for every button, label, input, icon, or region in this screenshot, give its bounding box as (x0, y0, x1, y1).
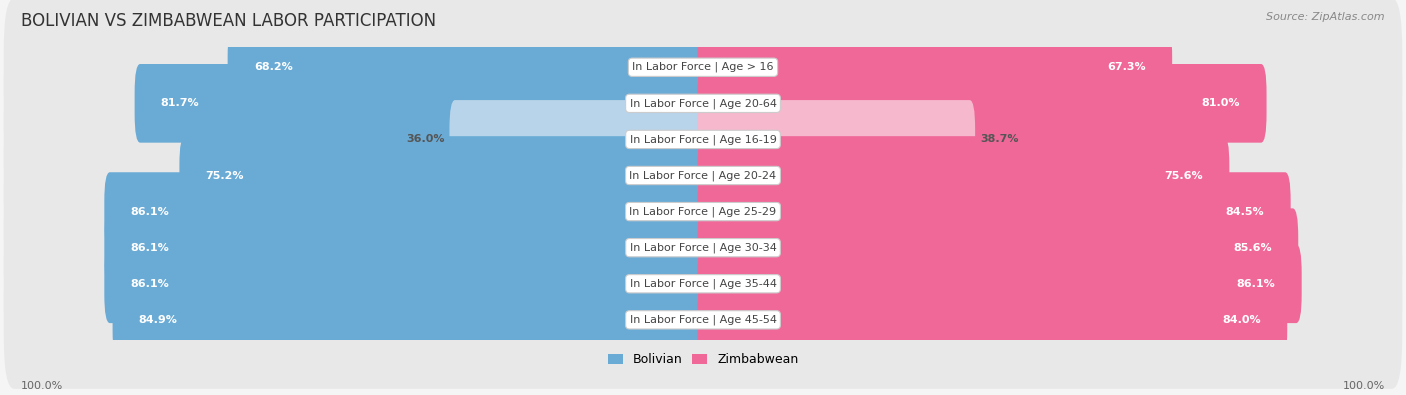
Text: In Labor Force | Age 45-54: In Labor Force | Age 45-54 (630, 314, 776, 325)
Text: 86.1%: 86.1% (131, 207, 169, 216)
FancyBboxPatch shape (4, 34, 1402, 172)
Text: 85.6%: 85.6% (1233, 243, 1272, 253)
Text: 100.0%: 100.0% (21, 381, 63, 391)
FancyBboxPatch shape (697, 245, 1302, 323)
FancyBboxPatch shape (450, 100, 709, 179)
FancyBboxPatch shape (4, 251, 1402, 389)
FancyBboxPatch shape (697, 172, 1291, 251)
Text: In Labor Force | Age 25-29: In Labor Force | Age 25-29 (630, 206, 776, 217)
Text: 68.2%: 68.2% (254, 62, 292, 72)
FancyBboxPatch shape (697, 208, 1298, 287)
FancyBboxPatch shape (4, 179, 1402, 317)
FancyBboxPatch shape (4, 215, 1402, 353)
Text: Source: ZipAtlas.com: Source: ZipAtlas.com (1267, 12, 1385, 22)
FancyBboxPatch shape (135, 64, 709, 143)
Text: 81.7%: 81.7% (160, 98, 200, 108)
FancyBboxPatch shape (104, 208, 709, 287)
FancyBboxPatch shape (180, 136, 709, 215)
FancyBboxPatch shape (104, 245, 709, 323)
Text: BOLIVIAN VS ZIMBABWEAN LABOR PARTICIPATION: BOLIVIAN VS ZIMBABWEAN LABOR PARTICIPATI… (21, 12, 436, 30)
FancyBboxPatch shape (228, 28, 709, 107)
FancyBboxPatch shape (697, 100, 976, 179)
Legend: Bolivian, Zimbabwean: Bolivian, Zimbabwean (603, 348, 803, 371)
Text: 86.1%: 86.1% (1237, 279, 1275, 289)
Text: In Labor Force | Age 20-64: In Labor Force | Age 20-64 (630, 98, 776, 109)
Text: In Labor Force | Age 20-24: In Labor Force | Age 20-24 (630, 170, 776, 181)
FancyBboxPatch shape (697, 28, 1173, 107)
FancyBboxPatch shape (697, 280, 1288, 359)
FancyBboxPatch shape (4, 107, 1402, 245)
Text: 38.7%: 38.7% (980, 134, 1018, 145)
Text: 84.5%: 84.5% (1226, 207, 1264, 216)
Text: 86.1%: 86.1% (131, 279, 169, 289)
Text: In Labor Force | Age 30-34: In Labor Force | Age 30-34 (630, 243, 776, 253)
Text: In Labor Force | Age 35-44: In Labor Force | Age 35-44 (630, 278, 776, 289)
FancyBboxPatch shape (104, 172, 709, 251)
FancyBboxPatch shape (697, 64, 1267, 143)
Text: In Labor Force | Age > 16: In Labor Force | Age > 16 (633, 62, 773, 73)
FancyBboxPatch shape (4, 143, 1402, 280)
Text: 81.0%: 81.0% (1202, 98, 1240, 108)
FancyBboxPatch shape (4, 70, 1402, 208)
Text: 84.0%: 84.0% (1222, 315, 1261, 325)
Text: In Labor Force | Age 16-19: In Labor Force | Age 16-19 (630, 134, 776, 145)
Text: 36.0%: 36.0% (406, 134, 444, 145)
Text: 84.9%: 84.9% (139, 315, 177, 325)
FancyBboxPatch shape (4, 0, 1402, 136)
Text: 75.2%: 75.2% (205, 171, 245, 181)
Text: 75.6%: 75.6% (1164, 171, 1204, 181)
Text: 67.3%: 67.3% (1108, 62, 1146, 72)
FancyBboxPatch shape (112, 280, 709, 359)
Text: 100.0%: 100.0% (1343, 381, 1385, 391)
Text: 86.1%: 86.1% (131, 243, 169, 253)
FancyBboxPatch shape (697, 136, 1229, 215)
